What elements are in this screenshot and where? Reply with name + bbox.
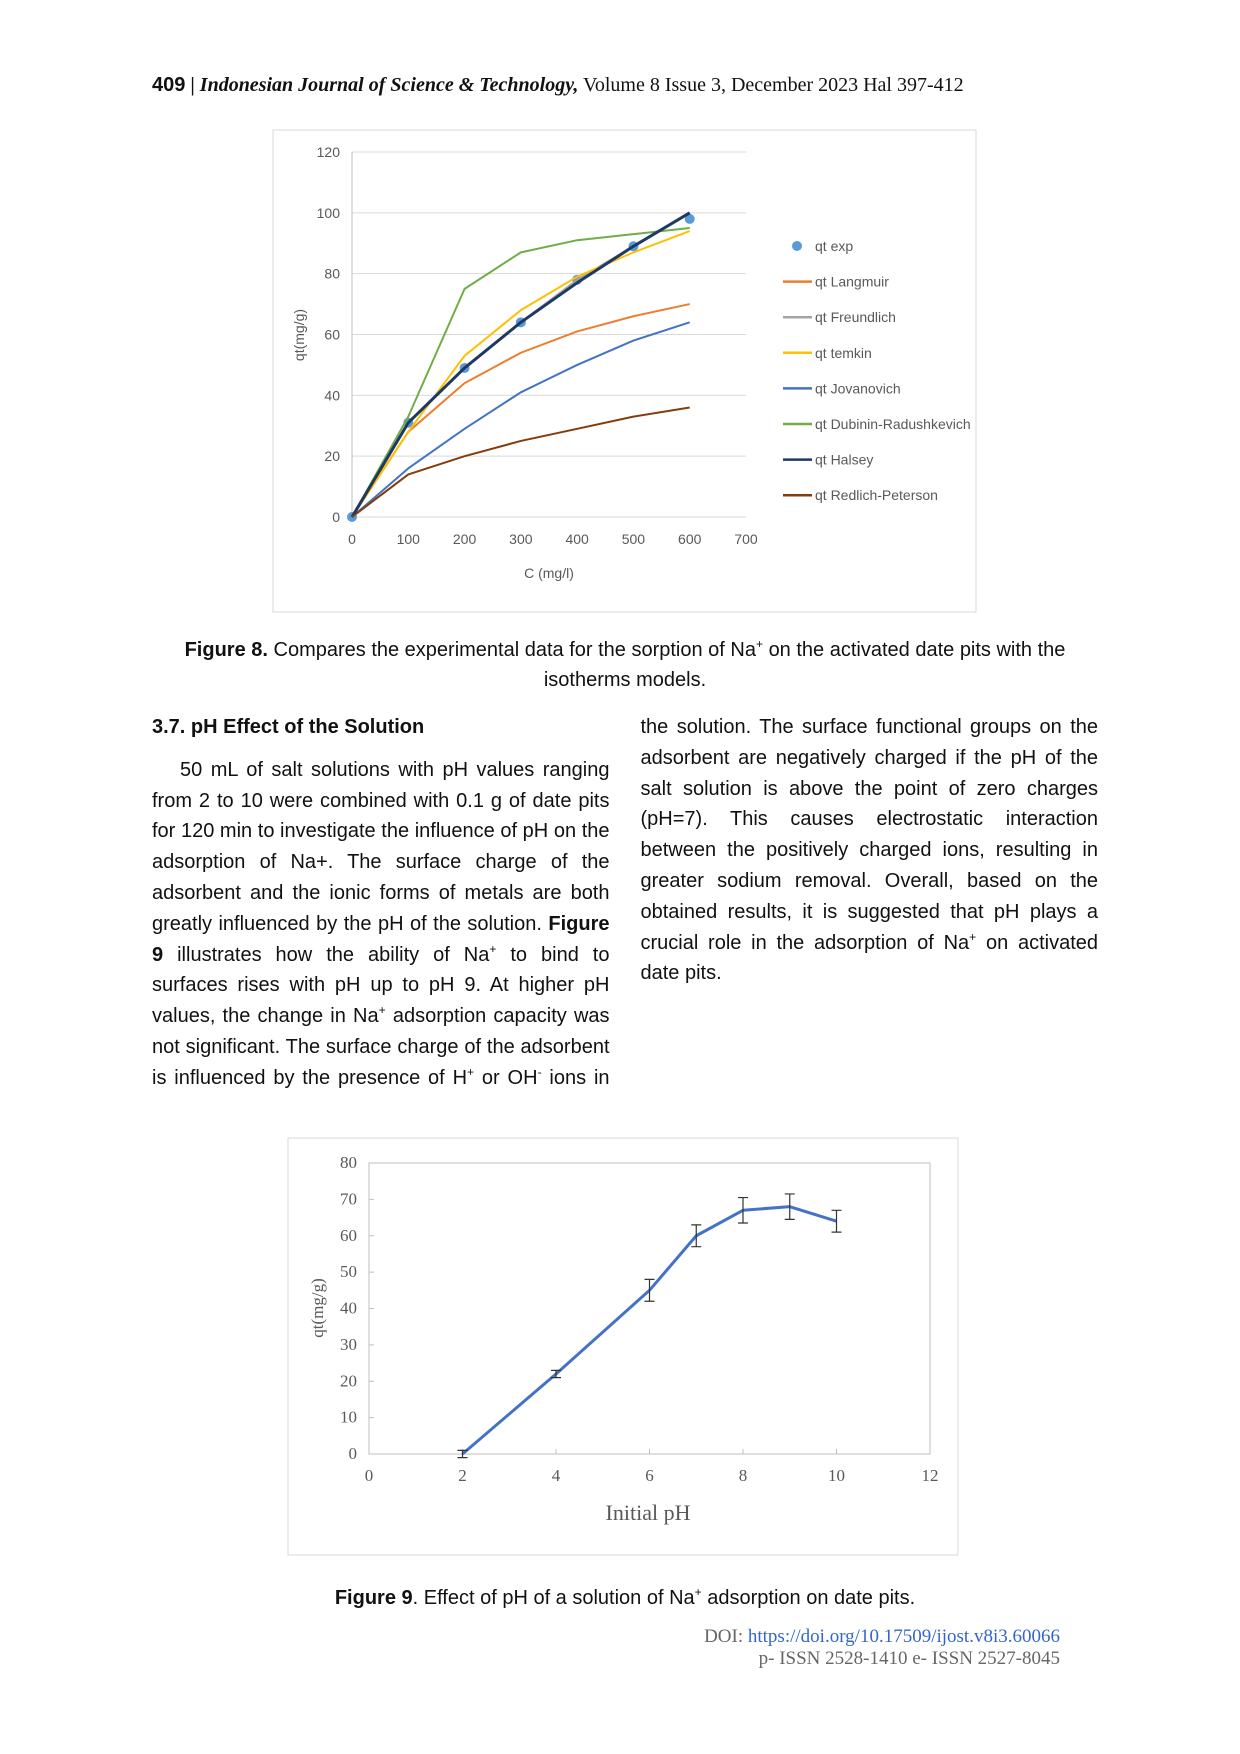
y-tick-label: 40: [324, 387, 340, 403]
x-tick-label: 400: [565, 531, 589, 547]
y-tick-label: 50: [340, 1262, 357, 1281]
legend-label: qt Freundlich: [815, 309, 896, 325]
series-line: [350, 211, 691, 518]
figure-8-caption: Figure 8. Compares the experimental data…: [152, 635, 1098, 695]
x-tick-label: 4: [552, 1466, 561, 1485]
legend-label: qt exp: [815, 238, 853, 254]
legend-marker: [792, 241, 802, 251]
text: adsorption capacity was not significant.…: [152, 1005, 610, 1089]
error-bar: [738, 1196, 748, 1224]
x-axis-title: C (mg/l): [524, 565, 574, 581]
series-line: [351, 406, 690, 518]
text: illustrates how the ability of Na: [177, 943, 490, 966]
legend-label: qt Dubinin-Radushkevich: [815, 416, 971, 432]
legend-label: qt temkin: [815, 345, 872, 361]
superscript: +: [969, 929, 977, 944]
body-text: 3.7. pH Effect of the Solution 50 mL of …: [152, 712, 1098, 1096]
issn: p- ISSN 2528-1410 e- ISSN 2527-8045: [758, 1648, 1060, 1669]
figure-ref: Figure 9: [152, 912, 610, 966]
x-tick-label: 500: [622, 531, 646, 547]
x-tick-label: 100: [397, 531, 421, 547]
legend-label: qt Redlich-Peterson: [815, 487, 938, 503]
error-bar: [784, 1193, 795, 1220]
error-bar: [644, 1278, 655, 1302]
section-heading: 3.7. pH Effect of the Solution: [152, 716, 425, 738]
text: 50 mL of salt solutions with pH values r…: [152, 758, 610, 935]
legend-label: qt Halsey: [815, 452, 873, 468]
text: ions in the solution. The surface functi…: [549, 716, 1098, 1089]
x-tick-label: 12: [922, 1466, 939, 1485]
superscript: +: [694, 1585, 702, 1599]
issue-info: Volume 8 Issue 3, December 2023 Hal 397-…: [582, 74, 964, 96]
error-bar: [831, 1209, 842, 1233]
y-tick-label: 0: [349, 1444, 358, 1463]
caption-text: adsorption on date pits.: [707, 1587, 916, 1609]
y-tick-label: 80: [324, 266, 340, 282]
superscript: -: [537, 1064, 542, 1079]
y-axis-title: qt(mg/g): [308, 1278, 327, 1338]
x-tick-label: 0: [365, 1466, 374, 1485]
footer: DOI: https://doi.org/10.17509/ijost.v8i3…: [704, 1626, 1060, 1670]
y-tick-label: 10: [340, 1408, 357, 1427]
x-tick-label: 0: [348, 531, 356, 547]
figure-9-caption: Figure 9. Effect of pH of a solution of …: [152, 1583, 1098, 1613]
text: to bind to surfaces rises with pH up to …: [152, 943, 610, 1028]
caption-label: Figure 9: [334, 1587, 413, 1609]
y-tick-label: 80: [340, 1153, 357, 1172]
legend-label: qt Langmuir: [815, 274, 889, 290]
page-number: 409: [152, 74, 186, 96]
paragraph: 50 mL of salt solutions with pH values r…: [152, 712, 1098, 1096]
journal-name: Indonesian Journal of Science & Technolo…: [199, 74, 579, 96]
separator: |: [190, 74, 195, 96]
series-line: [351, 230, 691, 518]
error-bar: [457, 1449, 468, 1459]
superscript: +: [378, 1003, 386, 1018]
chart-frame: [272, 129, 977, 613]
y-tick-label: 60: [340, 1226, 357, 1245]
caption-text: on the activated date pits with the isot…: [543, 639, 1066, 691]
x-tick-label: 6: [645, 1466, 654, 1485]
text: on activated date pits.: [640, 931, 1099, 985]
error-bar: [551, 1369, 561, 1379]
caption-label: Figure 8.: [184, 639, 268, 661]
y-axis-title: qt(mg/g): [291, 309, 307, 361]
superscript: +: [755, 637, 763, 651]
y-tick-label: 40: [340, 1299, 357, 1318]
series-line: [351, 227, 690, 518]
figure-8: qt(mg/g) C (mg/l) 0 20 40 60 80 100 120 0 100 200…: [272, 129, 977, 613]
y-tick-label: 20: [324, 448, 340, 464]
running-header: 409 | Indonesian Journal of Science & Te…: [152, 74, 964, 97]
x-tick-label: 200: [453, 531, 477, 547]
x-tick-label: 700: [734, 531, 758, 547]
y-tick-label: 0: [332, 509, 340, 525]
data-point: [684, 213, 695, 224]
series-line: [351, 321, 691, 518]
y-tick-label: 120: [317, 144, 341, 160]
x-tick-label: 8: [739, 1466, 748, 1485]
error-bar: [691, 1224, 702, 1248]
y-tick-label: 100: [317, 205, 341, 221]
y-tick-label: 20: [340, 1371, 357, 1390]
y-tick-label: 30: [340, 1335, 357, 1354]
x-tick-label: 300: [509, 531, 533, 547]
legend-label: qt Jovanovich: [815, 380, 901, 396]
x-tick-label: 600: [678, 531, 702, 547]
caption-text: . Effect of pH of a solution of Na: [412, 1587, 695, 1609]
caption-text: Compares the experimental data for the s…: [273, 639, 756, 661]
x-tick-label: 2: [458, 1466, 467, 1485]
superscript: +: [467, 1064, 475, 1079]
y-tick-label: 60: [324, 327, 340, 343]
x-axis-title: Initial pH: [606, 1500, 691, 1525]
x-tick-label: 10: [828, 1466, 845, 1485]
chart-frame: [287, 1137, 959, 1556]
y-tick-label: 70: [340, 1189, 357, 1208]
figure-9: qt(mg/g) Initial pH 0 10 20 30 40 50 60 70 80 0 2 4…: [287, 1137, 959, 1556]
doi-link[interactable]: https://doi.org/10.17509/ijost.v8i3.6006…: [747, 1626, 1060, 1647]
doi-label: DOI:: [704, 1626, 744, 1647]
superscript: +: [489, 941, 497, 956]
text: or OH: [481, 1066, 538, 1089]
